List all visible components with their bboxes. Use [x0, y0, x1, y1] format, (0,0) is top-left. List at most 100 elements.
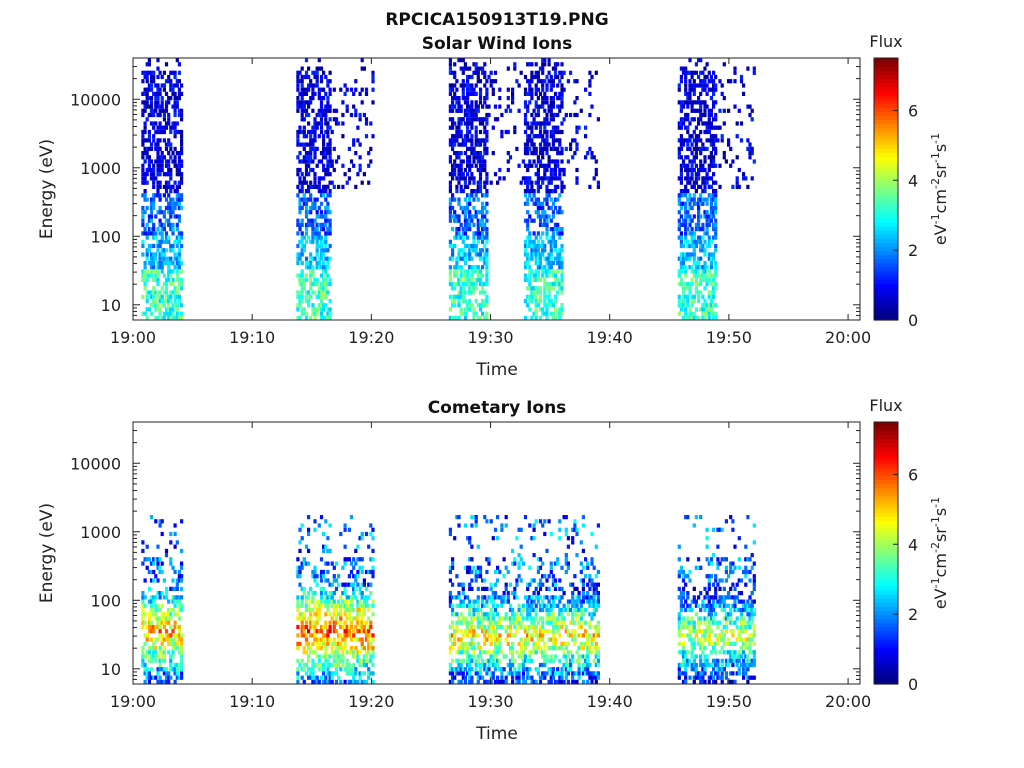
- solar-wind-cell: [551, 112, 555, 118]
- solar-wind-cell: [686, 286, 690, 291]
- cometary-cell: [364, 599, 369, 604]
- cometary-cell: [463, 523, 467, 528]
- solar-wind-cell: [705, 214, 709, 219]
- solar-wind-cell: [496, 117, 500, 122]
- solar-wind-cell: [575, 167, 579, 173]
- solar-wind-cell: [686, 167, 690, 173]
- colorbar-swatch: [874, 152, 898, 157]
- solar-wind-cell: [686, 176, 690, 181]
- solar-wind-cell: [300, 159, 304, 164]
- solar-wind-cell: [545, 151, 549, 156]
- solar-wind-cell: [470, 108, 474, 113]
- solar-wind-cell: [451, 282, 455, 287]
- solar-wind-cell: [147, 70, 151, 75]
- cometary-cell: [483, 595, 487, 600]
- solar-wind-cell: [679, 243, 683, 249]
- cometary-cell: [451, 624, 455, 630]
- cometary-cell: [152, 650, 156, 655]
- solar-wind-cell: [143, 197, 147, 202]
- solar-wind-cell: [692, 159, 696, 164]
- solar-wind-cell: [526, 277, 530, 282]
- solar-wind-cell: [750, 117, 754, 122]
- solar-wind-cell: [147, 129, 151, 135]
- solar-wind-cell: [169, 155, 173, 160]
- cometary-cell: [511, 658, 515, 663]
- solar-wind-cell: [677, 227, 681, 232]
- solar-wind-title: Solar Wind Ions: [422, 34, 573, 54]
- solar-wind-cell: [688, 100, 692, 105]
- cometary-cell: [313, 637, 317, 642]
- solar-wind-cell: [158, 197, 162, 202]
- solar-wind-cell: [681, 138, 686, 143]
- cometary-cell: [502, 591, 506, 596]
- solar-wind-cell: [690, 70, 694, 75]
- cometary-cell: [461, 582, 465, 587]
- solar-wind-cell: [681, 290, 686, 295]
- cometary-cell: [300, 667, 304, 672]
- solar-wind-cell: [354, 184, 358, 189]
- cometary-cell: [180, 603, 184, 608]
- solar-wind-cell: [177, 248, 181, 253]
- cometary-cell: [362, 679, 366, 684]
- solar-wind-cell: [558, 265, 562, 270]
- solar-wind-cell: [547, 239, 551, 244]
- cometary-cell: [360, 641, 364, 646]
- solar-wind-cell: [164, 205, 169, 211]
- cometary-cell: [549, 561, 553, 566]
- solar-wind-cell: [703, 112, 707, 118]
- solar-wind-cell: [681, 163, 686, 168]
- solar-wind-cell: [712, 235, 716, 240]
- cometary-cell: [180, 658, 184, 663]
- solar-wind-cell: [347, 176, 351, 181]
- solar-wind-cell: [553, 138, 558, 143]
- solar-wind-cell: [573, 100, 577, 105]
- solar-wind-cell: [523, 104, 528, 109]
- solar-wind-cell: [162, 282, 166, 287]
- solar-wind-cell: [472, 87, 476, 92]
- cometary-cell: [319, 515, 324, 520]
- solar-wind-cell: [313, 307, 317, 312]
- cometary-cell: [324, 578, 328, 583]
- solar-wind-cell: [699, 83, 703, 88]
- cometary-cell: [322, 574, 326, 579]
- solar-wind-cell: [694, 134, 698, 139]
- cometary-cell: [326, 679, 330, 684]
- solar-wind-cell: [556, 277, 560, 282]
- solar-wind-cell: [679, 176, 683, 181]
- solar-wind-cell: [684, 74, 688, 80]
- cometary-cell: [476, 641, 480, 646]
- cometary-cell: [347, 603, 351, 608]
- solar-wind-cell: [594, 70, 598, 75]
- cometary-cell: [296, 569, 300, 575]
- solar-wind-cell: [684, 252, 688, 257]
- cometary-cell: [328, 637, 332, 642]
- solar-wind-cell: [493, 70, 498, 75]
- solar-wind-cell: [455, 282, 459, 287]
- cometary-cell: [489, 612, 493, 617]
- solar-wind-cell: [712, 117, 716, 122]
- cometary-cell: [489, 620, 493, 625]
- solar-wind-cell: [461, 248, 465, 253]
- solar-wind-cell: [536, 256, 540, 261]
- solar-wind-cell: [681, 104, 686, 109]
- solar-wind-cell: [707, 79, 711, 84]
- cometary-cell: [545, 654, 549, 659]
- solar-wind-cell: [498, 167, 502, 173]
- solar-wind-cell: [534, 286, 538, 291]
- solar-wind-cell: [530, 298, 534, 304]
- solar-wind-cell: [300, 311, 304, 316]
- solar-wind-cell: [317, 91, 321, 96]
- cometary-cell: [532, 591, 536, 596]
- solar-wind-cell: [712, 290, 716, 295]
- solar-wind-cell: [147, 155, 151, 160]
- solar-wind-cell: [324, 197, 328, 202]
- solar-wind-cell: [709, 121, 713, 126]
- x-tick-label: 19:20: [348, 328, 394, 347]
- cometary-cell: [360, 612, 364, 617]
- solar-wind-cell: [162, 210, 166, 215]
- solar-wind-cell: [586, 151, 590, 156]
- cometary-cell: [334, 654, 339, 659]
- solar-wind-cell: [296, 100, 300, 105]
- solar-wind-cell: [709, 294, 713, 299]
- y-tick-label: 1000: [80, 159, 121, 178]
